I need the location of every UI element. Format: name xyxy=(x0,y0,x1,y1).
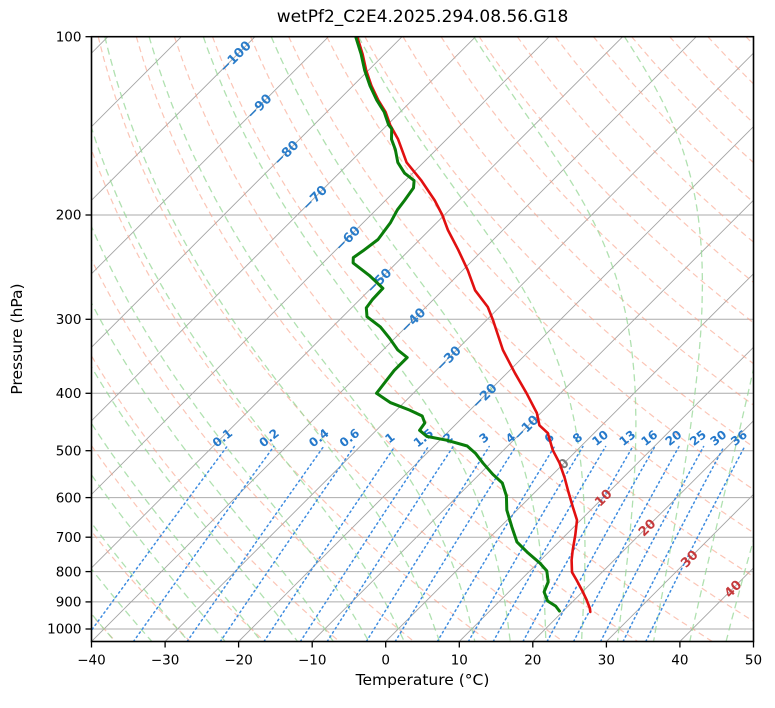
svg-text:−20: −20 xyxy=(224,653,253,669)
svg-text:40: 40 xyxy=(671,653,688,669)
svg-text:600: 600 xyxy=(56,490,82,506)
svg-text:−30: −30 xyxy=(151,653,180,669)
svg-text:0: 0 xyxy=(381,653,390,669)
mixing-ratio-lines xyxy=(91,445,746,642)
svg-text:800: 800 xyxy=(56,564,82,580)
svg-text:1000: 1000 xyxy=(47,622,81,638)
moist-adiabat-lines xyxy=(91,36,754,642)
svg-text:50: 50 xyxy=(745,653,762,669)
y-axis-label: Pressure (hPa) xyxy=(8,283,26,395)
svg-text:100: 100 xyxy=(56,29,82,45)
svg-text:−10: −10 xyxy=(298,653,327,669)
svg-text:700: 700 xyxy=(56,530,82,546)
svg-text:10: 10 xyxy=(451,653,468,669)
svg-text:−40: −40 xyxy=(77,653,106,669)
y-axis-ticks: 100 200 300 400 500 600 700 800 900 1000 xyxy=(47,29,92,638)
plot-border xyxy=(90,35,755,643)
svg-text:400: 400 xyxy=(56,386,82,402)
svg-text:500: 500 xyxy=(56,443,82,459)
svg-text:200: 200 xyxy=(56,208,82,224)
svg-text:300: 300 xyxy=(56,312,82,328)
x-axis-label: Temperature (°C) xyxy=(355,671,490,689)
x-axis-ticks: −40 −30 −20 −10 0 10 20 30 40 50 xyxy=(77,641,762,669)
svg-text:20: 20 xyxy=(524,653,541,669)
svg-text:900: 900 xyxy=(56,595,82,611)
dewpoint-curve xyxy=(351,36,561,613)
plot-title: wetPf2_C2E4.2025.294.08.56.G18 xyxy=(276,7,569,27)
dry-adiabat-lines xyxy=(91,36,754,642)
svg-text:30: 30 xyxy=(598,653,615,669)
